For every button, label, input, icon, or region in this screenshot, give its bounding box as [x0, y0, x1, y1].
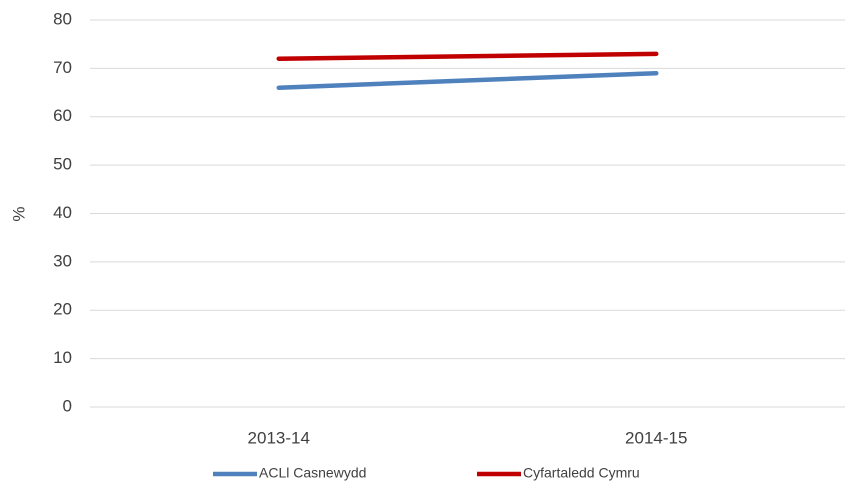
y-axis-label: %	[9, 206, 28, 221]
y-tick-label: 40	[53, 203, 72, 222]
y-tick-label: 30	[53, 251, 72, 270]
legend-label: ACLl Casnewydd	[259, 465, 366, 481]
y-tick-label: 70	[53, 58, 72, 77]
y-tick-label: 80	[53, 9, 72, 28]
x-tick-label: 2013-14	[248, 428, 310, 447]
y-tick-label: 10	[53, 348, 72, 367]
series-line	[276, 51, 659, 61]
series-line	[276, 70, 659, 90]
legend-label: Cyfartaledd Cymru	[523, 465, 640, 481]
y-tick-label: 20	[53, 300, 72, 319]
y-tick-label: 60	[53, 106, 72, 125]
y-tick-label: 50	[53, 155, 72, 174]
x-tick-label: 2014-15	[625, 428, 687, 447]
y-tick-label: 0	[63, 396, 72, 415]
